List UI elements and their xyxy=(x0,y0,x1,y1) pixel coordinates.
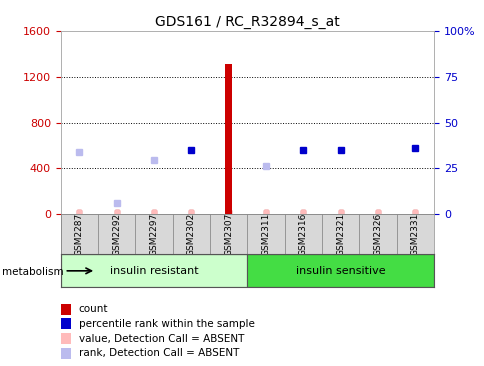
Text: percentile rank within the sample: percentile rank within the sample xyxy=(78,319,254,329)
Title: GDS161 / RC_R32894_s_at: GDS161 / RC_R32894_s_at xyxy=(155,15,339,29)
Text: count: count xyxy=(78,304,108,314)
Text: insulin sensitive: insulin sensitive xyxy=(295,266,385,276)
Bar xyxy=(321,214,359,254)
Bar xyxy=(247,214,284,254)
Bar xyxy=(284,214,321,254)
Bar xyxy=(396,214,433,254)
Text: GSM2321: GSM2321 xyxy=(335,213,345,256)
Bar xyxy=(60,254,247,287)
Bar xyxy=(172,214,210,254)
Text: GSM2326: GSM2326 xyxy=(373,213,382,256)
Bar xyxy=(60,214,98,254)
Bar xyxy=(359,214,396,254)
Text: GSM2307: GSM2307 xyxy=(224,213,233,256)
Bar xyxy=(225,64,231,214)
Text: value, Detection Call = ABSENT: value, Detection Call = ABSENT xyxy=(78,333,243,344)
Text: GSM2287: GSM2287 xyxy=(75,213,84,256)
Bar xyxy=(247,254,433,287)
Text: GSM2311: GSM2311 xyxy=(261,213,270,256)
Text: rank, Detection Call = ABSENT: rank, Detection Call = ABSENT xyxy=(78,348,239,358)
Text: GSM2316: GSM2316 xyxy=(298,213,307,256)
Text: GSM2297: GSM2297 xyxy=(149,213,158,256)
Text: GSM2302: GSM2302 xyxy=(186,213,196,256)
Text: GSM2292: GSM2292 xyxy=(112,213,121,256)
Text: metabolism: metabolism xyxy=(2,266,64,277)
Text: GSM2331: GSM2331 xyxy=(410,213,419,256)
Text: insulin resistant: insulin resistant xyxy=(109,266,198,276)
Bar xyxy=(135,214,172,254)
Bar xyxy=(210,214,247,254)
Bar xyxy=(98,214,135,254)
